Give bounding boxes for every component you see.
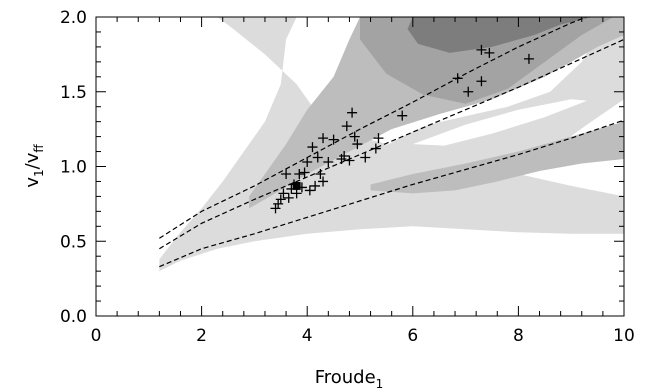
x-axis-label-subscript: 1	[376, 377, 384, 389]
axes: 0 2 4 6 8 10 0.0 0.5 1.0 1.5 2.0	[60, 8, 635, 346]
data-point-15	[310, 180, 321, 191]
x-tick-label-4: 8	[513, 326, 524, 346]
y-axis-label-sub2: ff	[32, 144, 46, 153]
white-wedge-shape	[412, 99, 588, 146]
data-point-3	[278, 188, 289, 199]
y-axis-label-sub1: 1	[32, 169, 46, 177]
data-points	[270, 44, 534, 214]
data-point-14	[307, 142, 318, 153]
y-tick-label-0: 0.0	[60, 307, 87, 327]
data-point-4	[281, 168, 292, 179]
data-point-12	[302, 157, 313, 168]
data-point-34	[463, 86, 474, 97]
data-point-2	[275, 194, 286, 205]
data-point-24	[341, 121, 352, 132]
white-wedge	[412, 99, 588, 146]
data-point-35	[476, 76, 487, 87]
data-point-36	[476, 44, 487, 55]
data-point-17	[315, 168, 326, 179]
region-darkest-5	[407, 17, 593, 53]
y-tick-label-3: 1.5	[60, 83, 87, 103]
data-point-26	[347, 107, 358, 118]
x-tick-label-3: 6	[407, 326, 418, 346]
plot-area	[159, 17, 624, 272]
data-point-31	[373, 133, 384, 144]
x-tick-label-2: 4	[302, 326, 313, 346]
x-tick-label-1: 2	[196, 326, 207, 346]
data-point-19	[318, 133, 329, 144]
highlight-point	[292, 181, 301, 190]
data-point-29	[360, 152, 371, 163]
data-point-16	[312, 152, 323, 163]
data-point-1	[273, 198, 284, 209]
contour-regions	[159, 17, 624, 272]
data-point-11	[299, 167, 310, 178]
data-point-23	[339, 151, 350, 162]
data-point-27	[349, 131, 360, 142]
dashed-curve-1	[159, 38, 624, 250]
dashed-curves	[159, 17, 624, 268]
data-point-33	[452, 73, 463, 84]
data-point-28	[352, 139, 363, 150]
data-point-32	[397, 110, 408, 121]
y-tick-label-4: 2.0	[60, 8, 87, 28]
y-tick-label-1: 0.5	[60, 232, 87, 252]
data-point-20	[323, 157, 334, 168]
data-point-18	[318, 176, 329, 187]
data-point-37	[484, 47, 495, 58]
y-axis-label: v1/vff	[22, 144, 46, 188]
data-point-5	[283, 192, 294, 203]
data-point-25	[344, 155, 355, 166]
data-point-13	[304, 185, 315, 196]
region-medium-3	[370, 121, 624, 194]
data-point-38	[523, 53, 534, 64]
dashed-curve-0	[159, 17, 588, 239]
x-tick-label-0: 0	[91, 326, 102, 346]
dashed-curve-2	[159, 119, 624, 268]
y-axis-label-slash: /v	[22, 152, 43, 169]
data-point-0	[270, 203, 281, 214]
data-point-30	[370, 143, 381, 154]
data-point-21	[328, 134, 339, 145]
data-point-9	[294, 168, 305, 179]
y-tick-label-2: 1.0	[60, 158, 87, 178]
x-tick-label-5: 10	[613, 326, 635, 346]
x-axis-label: Froude1	[315, 367, 384, 389]
data-point-8	[291, 188, 302, 199]
